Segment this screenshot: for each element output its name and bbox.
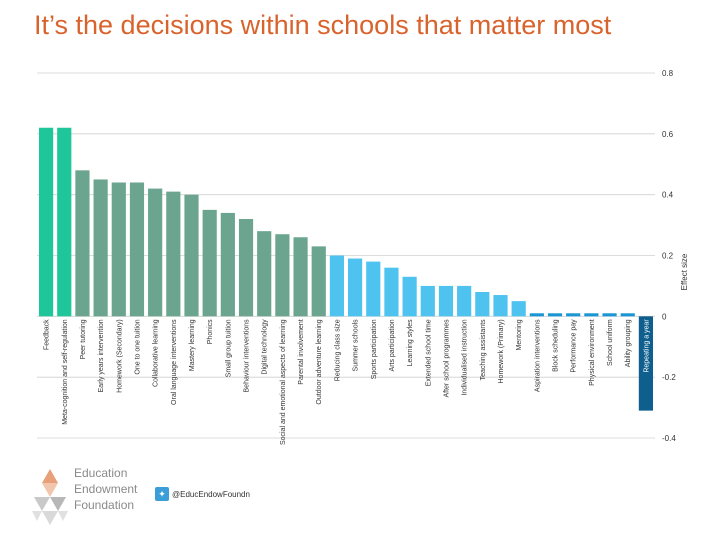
category-label: Mastery learning: [189, 319, 196, 371]
y-tick-label: 0: [662, 312, 667, 321]
eef-logo-icon: [32, 469, 68, 525]
effect-size-bar-chart: Feedback Meta-cognition and self-regulati…: [37, 69, 689, 445]
bar: [293, 237, 308, 317]
logo-line-3: Foundation: [74, 498, 135, 512]
bars: [38, 127, 654, 411]
category-label: Individualised instruction: [462, 319, 469, 395]
category-label: One to one tuition: [134, 319, 141, 374]
category-label: Mentoring: [516, 319, 523, 350]
category-label: Aspiration interventions: [534, 319, 541, 392]
logo-line-2: Endowment: [74, 482, 138, 496]
bar: [129, 182, 145, 317]
bar: [384, 267, 399, 317]
bar: [166, 191, 181, 317]
bar: [57, 127, 72, 317]
category-label: Oral language interventions: [171, 319, 178, 405]
category-label: Meta-cognition and self-regulation: [62, 319, 69, 425]
gridlines: [37, 72, 655, 439]
y-axis-label: Effect size: [680, 253, 689, 290]
bar: [529, 313, 544, 317]
bar: [93, 179, 108, 317]
category-label: Extended school time: [425, 319, 432, 386]
bar: [202, 209, 217, 317]
category-label: Digital technology: [262, 319, 269, 375]
category-label: Phonics: [207, 319, 214, 344]
category-label: Feedback: [44, 319, 51, 350]
bar: [111, 182, 126, 317]
bar: [347, 258, 363, 317]
category-labels: Feedback Meta-cognition and self-regulati…: [44, 319, 651, 445]
category-label: Physical environment: [589, 319, 596, 386]
y-tick-label: 0.6: [662, 130, 674, 139]
bar: [602, 313, 617, 317]
bar: [184, 194, 199, 317]
bar: [329, 255, 345, 317]
category-label: Sports participation: [371, 319, 378, 379]
twitter-handle-text: @EducEndowFoundn: [172, 489, 250, 499]
category-label: Arts participation: [389, 319, 396, 371]
bar: [420, 285, 435, 317]
bar: [511, 301, 526, 317]
bar: [311, 246, 326, 317]
bar: [366, 261, 381, 317]
category-label: Repeating a year: [643, 319, 650, 373]
category-label: Parental involvement: [298, 319, 305, 384]
category-label: Learning styles: [407, 319, 414, 367]
category-label: Peer tutoring: [80, 319, 87, 359]
y-tick-label: -0.2: [662, 373, 676, 382]
twitter-icon: ✦: [155, 487, 169, 501]
bar: [438, 285, 454, 317]
bar: [238, 219, 254, 317]
y-tick-label: -0.4: [662, 434, 676, 443]
bar: [475, 292, 490, 317]
page-title: It’s the decisions within schools that m…: [34, 10, 612, 40]
bar: [547, 313, 563, 317]
bar: [148, 188, 163, 317]
category-label: Social and emotional aspects of learning: [280, 319, 287, 445]
bar: [220, 212, 235, 317]
category-label: Outdoor adventure learning: [316, 319, 323, 404]
bar: [257, 231, 272, 317]
bar: [584, 313, 599, 317]
bar: [638, 316, 654, 411]
category-label: Behaviour interventions: [244, 319, 251, 393]
category-label: Ability grouping: [625, 319, 632, 367]
y-tick-label: 0.8: [662, 69, 674, 78]
eef-logo-text: Education Endowment Foundation: [74, 465, 137, 513]
logo-line-1: Education: [74, 466, 128, 480]
category-label: Summer schools: [353, 319, 360, 372]
twitter-handle[interactable]: ✦ @EducEndowFoundn: [155, 487, 250, 501]
category-label: Performance pay: [571, 319, 578, 373]
bar: [566, 313, 581, 317]
category-label: Collaborative learning: [153, 319, 160, 387]
category-label: Early years intervention: [98, 319, 105, 392]
bar: [493, 295, 508, 317]
category-label: School uniform: [607, 319, 614, 366]
category-label: Homework (Primary): [498, 319, 505, 383]
y-tick-label: 0.2: [662, 252, 674, 261]
bar: [75, 170, 90, 317]
category-label: Small group tuition: [225, 319, 232, 377]
y-tick-labels: -0.4 -0.2 0 0.2 0.4 0.6 0.8: [662, 69, 676, 443]
eef-logo: Education Endowment Foundation: [30, 465, 160, 530]
bar: [275, 234, 290, 317]
bar: [457, 285, 472, 317]
bar: [402, 276, 417, 317]
bar: [620, 313, 635, 317]
category-label: Teaching assistants: [480, 319, 487, 381]
y-tick-label: 0.4: [662, 191, 674, 200]
category-label: Block scheduling: [553, 319, 560, 372]
category-label: After school programmes: [443, 319, 450, 398]
category-label: Homework (Secondary): [116, 319, 123, 393]
category-label: Reducing class size: [334, 319, 341, 381]
bar: [38, 127, 54, 317]
